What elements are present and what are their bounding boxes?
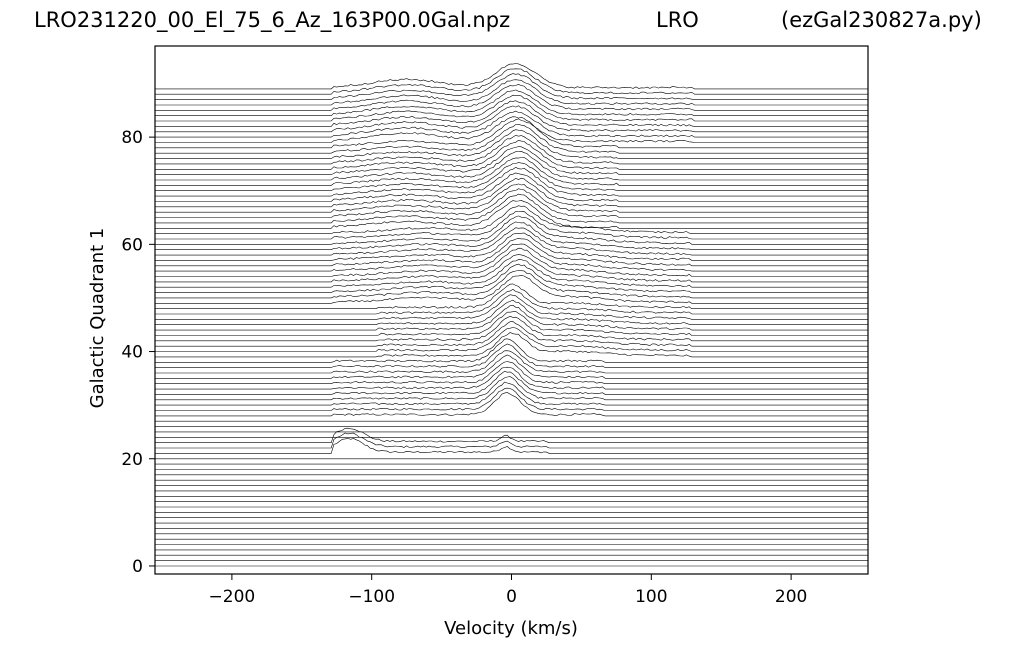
spectrum-trace <box>155 172 868 202</box>
spectrum-trace <box>155 381 868 406</box>
spectrum-trace <box>155 118 868 149</box>
y-tick-label: 20 <box>121 450 143 470</box>
spectrum-trace <box>155 294 868 320</box>
chart-title-left: LRO231220_00_El_75_6_Az_163P00.0Gal.npz <box>34 8 511 32</box>
y-tick-label: 0 <box>132 557 143 577</box>
spectrum-trace <box>155 205 868 234</box>
spectrum-trace <box>155 392 868 417</box>
x-tick-label: 200 <box>775 587 807 607</box>
spectrum-trace <box>155 387 868 411</box>
spectrum-trace <box>155 157 868 186</box>
spectrum-trace <box>155 263 868 293</box>
spectrum-trace <box>155 288 868 315</box>
spectrum-trace <box>155 370 868 395</box>
spectrum-trace <box>155 332 868 358</box>
spectrum-trace <box>155 350 868 374</box>
spectrum-trace <box>155 116 868 143</box>
spectrum-trace <box>155 343 868 368</box>
trace-group <box>155 63 868 567</box>
spectrum-trace <box>155 188 868 218</box>
spectrum-trace <box>155 79 868 106</box>
chart-title-center: LRO <box>656 8 699 32</box>
spectrum-trace <box>155 237 868 267</box>
spectrum-trace <box>155 361 868 385</box>
x-tick-label: 0 <box>506 587 517 607</box>
x-axis-label: Velocity (km/s) <box>444 618 578 639</box>
y-tick-label: 60 <box>121 235 143 255</box>
spectrum-trace <box>155 438 868 454</box>
spectrum-trace <box>155 110 868 138</box>
spectrum-trace <box>155 427 868 444</box>
spectrum-trace <box>155 146 868 175</box>
spectrum-trace <box>155 321 868 347</box>
spectrum-trace <box>155 73 868 100</box>
plot-frame <box>154 45 869 575</box>
spectrum-trace <box>155 311 868 336</box>
spectrum-trace <box>155 376 868 401</box>
spectrum-trace <box>155 139 868 170</box>
x-tick-label: 100 <box>635 587 667 607</box>
spectrum-trace <box>155 83 868 111</box>
spectrum-trace <box>155 270 868 299</box>
spectrum-trace <box>155 89 868 116</box>
spectrum-trace <box>155 215 868 245</box>
spectrum-trace <box>155 105 868 133</box>
spectrum-trace <box>155 63 868 90</box>
spectrum-trace <box>155 100 868 127</box>
spectrum-trace <box>155 68 868 95</box>
spectrum-trace <box>155 177 868 208</box>
spectrum-trace <box>155 274 868 304</box>
spectrum-trace <box>155 129 868 159</box>
spectrum-trace <box>155 315 868 342</box>
spectrum-trace <box>155 232 868 261</box>
y-tick-label: 40 <box>121 343 143 363</box>
spectrum-trace <box>155 338 868 363</box>
spectrum-trace <box>155 183 868 213</box>
spectrum-trace <box>155 366 868 390</box>
spectrum-trace <box>155 354 868 379</box>
spectrum-trace <box>155 283 868 310</box>
x-axis-ticks: −200 −100 0 100 200 <box>209 574 807 607</box>
spectrum-trace <box>155 124 868 154</box>
spectrum-trace <box>155 167 868 197</box>
y-axis-ticks: 0 20 40 60 80 <box>121 128 155 577</box>
spectrum-trace <box>155 199 868 229</box>
spectrum-trace <box>155 150 868 181</box>
spectrum-trace <box>155 243 868 272</box>
spectrum-trace <box>155 254 868 283</box>
chart-title-right: (ezGal230827a.py) <box>781 8 982 32</box>
y-axis-label: Galactic Quadrant 1 <box>87 228 108 409</box>
spectrum-trace <box>155 299 868 326</box>
spectrum-trace <box>155 94 868 122</box>
spectrum-trace <box>155 247 868 277</box>
y-tick-label: 80 <box>121 128 143 148</box>
x-tick-label: −100 <box>348 587 395 607</box>
spectrum-trace <box>155 432 868 449</box>
spectrum-trace <box>155 211 868 240</box>
spectrum-trace <box>155 162 868 191</box>
spectrum-trace <box>155 221 868 250</box>
x-tick-label: −200 <box>209 587 256 607</box>
spectrum-trace <box>155 227 868 256</box>
spectrum-trace <box>155 193 868 224</box>
spectrum-trace <box>155 304 868 331</box>
spectrum-trace <box>155 327 868 352</box>
spectrum-trace <box>155 134 868 165</box>
spectrum-trace <box>155 259 868 288</box>
